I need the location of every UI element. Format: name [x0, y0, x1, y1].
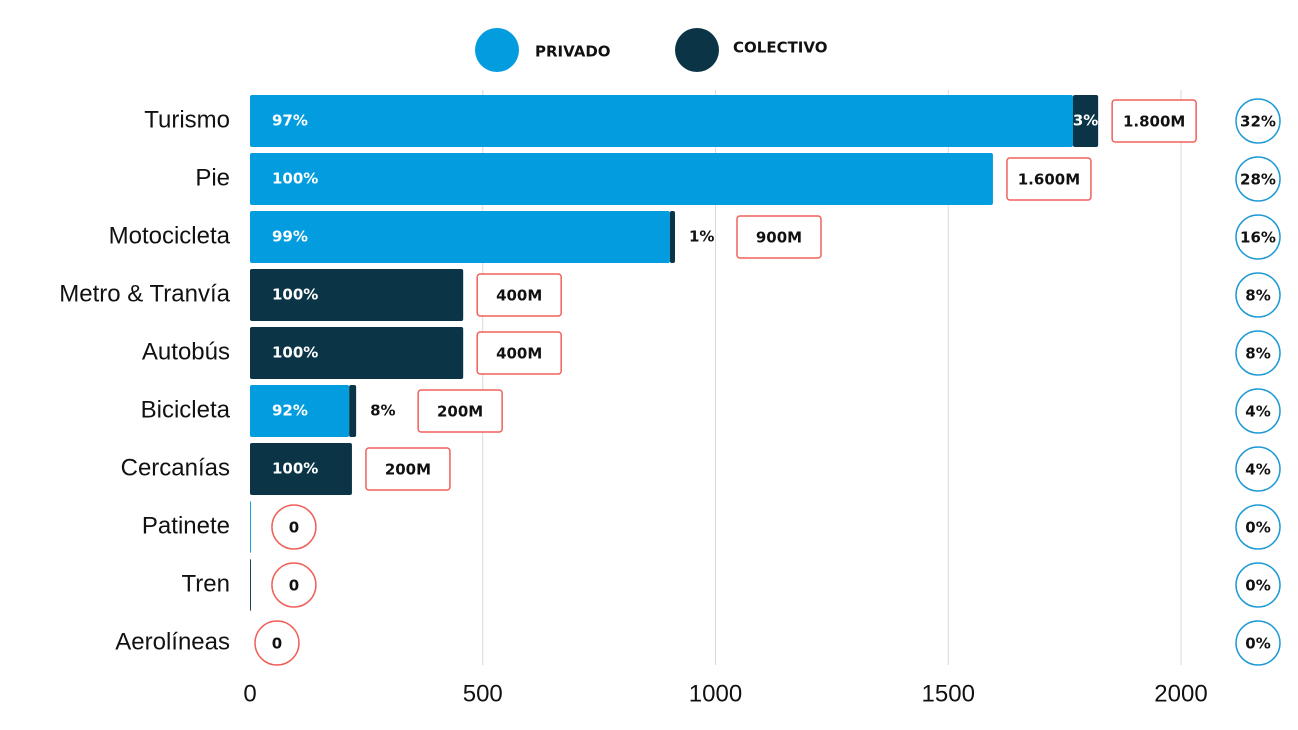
category-label: Bicicleta	[141, 396, 231, 423]
share-label: 8%	[1245, 345, 1270, 363]
total-label: 900M	[756, 229, 802, 247]
share-badge	[1235, 98, 1281, 144]
share-label: 4%	[1245, 403, 1270, 421]
percent-label: 100%	[272, 460, 318, 478]
total-badge	[476, 331, 562, 375]
share-label: 28%	[1240, 171, 1276, 189]
total-badge	[365, 447, 451, 491]
share-badge	[1235, 620, 1281, 666]
x-tick-label: 1000	[689, 680, 742, 707]
percent-label: 99%	[272, 228, 308, 246]
total-label: 0	[289, 577, 299, 595]
total-badge	[271, 562, 317, 608]
bar-segment	[250, 385, 350, 437]
percent-label: 3%	[1073, 112, 1098, 130]
total-label: 200M	[385, 461, 431, 479]
legend-marker	[475, 28, 519, 72]
bar-segment	[250, 501, 251, 553]
percent-label: 100%	[272, 170, 318, 188]
bar-segment	[250, 95, 1074, 147]
total-label: 1.600M	[1018, 171, 1080, 189]
share-label: 4%	[1245, 461, 1270, 479]
total-badge	[476, 273, 562, 317]
category-label: Metro & Tranvía	[59, 280, 230, 307]
category-label: Pie	[195, 164, 230, 191]
total-label: 0	[289, 519, 299, 537]
share-badge	[1235, 562, 1281, 608]
category-label: Turismo	[144, 106, 230, 133]
total-badge	[1111, 99, 1197, 143]
legend-label: COLECTIVO	[733, 39, 827, 57]
share-label: 0%	[1245, 519, 1270, 537]
share-label: 0%	[1245, 635, 1270, 653]
total-badge	[417, 389, 503, 433]
x-tick-label: 2000	[1154, 680, 1207, 707]
category-label: Tren	[182, 570, 230, 597]
total-badge	[254, 620, 300, 666]
total-label: 400M	[496, 287, 542, 305]
share-badge	[1235, 504, 1281, 550]
bar-segment	[250, 443, 352, 495]
share-badge	[1235, 330, 1281, 376]
share-label: 32%	[1240, 113, 1276, 131]
total-badge	[1006, 157, 1092, 201]
bar-segment	[250, 559, 251, 611]
total-label: 0	[272, 635, 282, 653]
total-label: 200M	[437, 403, 483, 421]
total-badge	[736, 215, 822, 259]
category-label: Autobús	[142, 338, 230, 365]
share-badge	[1235, 214, 1281, 260]
total-label: 400M	[496, 345, 542, 363]
share-badge	[1235, 156, 1281, 202]
total-label: 1.800M	[1123, 113, 1185, 131]
category-label: Motocicleta	[109, 222, 231, 249]
bar-segment	[1073, 95, 1099, 147]
x-tick-label: 1500	[922, 680, 975, 707]
share-badge	[1235, 388, 1281, 434]
share-label: 8%	[1245, 287, 1270, 305]
x-tick-label: 500	[463, 680, 503, 707]
bar-segment	[669, 211, 676, 263]
percent-label: 97%	[272, 112, 308, 130]
bar-segment	[250, 211, 670, 263]
total-badge	[271, 504, 317, 550]
share-label: 0%	[1245, 577, 1270, 595]
percent-label: 8%	[370, 402, 395, 420]
category-label: Cercanías	[121, 454, 230, 481]
legend-label: PRIVADO	[535, 43, 611, 61]
share-badge	[1235, 272, 1281, 318]
percent-label: 100%	[272, 286, 318, 304]
legend-marker	[675, 28, 719, 72]
x-tick-label: 0	[243, 680, 256, 707]
bar-segment	[349, 385, 357, 437]
bar-segment	[250, 153, 993, 205]
percent-label: 92%	[272, 402, 308, 420]
share-label: 16%	[1240, 229, 1276, 247]
category-label: Aerolíneas	[115, 628, 230, 655]
percent-label: 1%	[689, 228, 714, 246]
category-label: Patinete	[142, 512, 230, 539]
bar-segment	[250, 269, 464, 321]
bar-segment	[250, 327, 464, 379]
share-badge	[1235, 446, 1281, 492]
percent-label: 100%	[272, 344, 318, 362]
